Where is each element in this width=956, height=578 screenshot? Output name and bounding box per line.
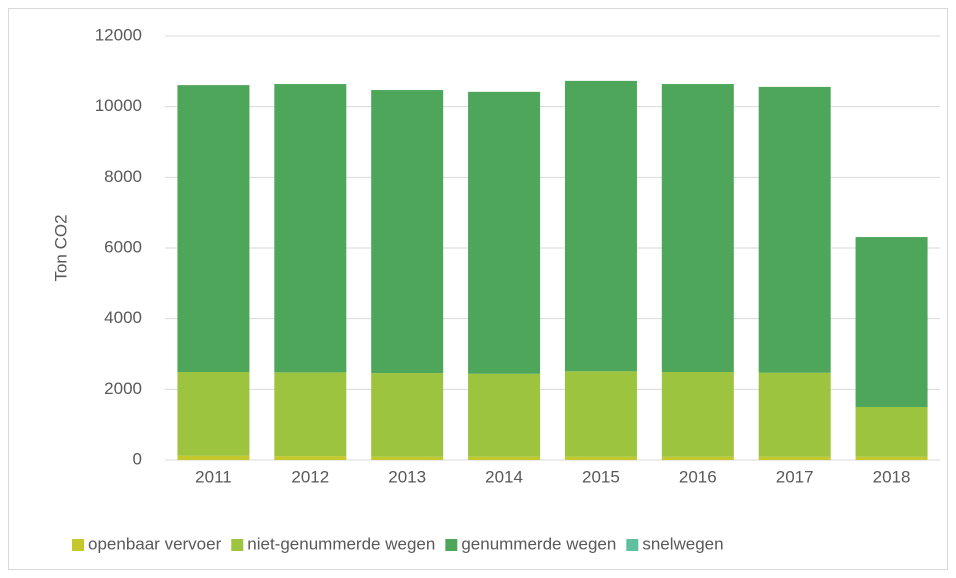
x-tick-label: 2017: [776, 467, 814, 486]
y-tick-label: 10000: [95, 96, 142, 115]
bar-segment: [661, 372, 734, 457]
x-tick-label: 2012: [291, 467, 329, 486]
y-axis-title: Ton CO2: [51, 214, 70, 281]
bar-segment: [468, 373, 541, 457]
bar-segment: [855, 237, 928, 407]
x-tick-label: 2014: [485, 467, 523, 486]
y-tick-label: 6000: [104, 237, 142, 256]
bar-segment: [758, 372, 831, 457]
bar-segment: [177, 455, 250, 460]
legend-swatch: [72, 539, 84, 551]
bar-segment: [855, 456, 928, 460]
y-tick-label: 8000: [104, 167, 142, 186]
bar-segment: [274, 84, 347, 373]
y-tick-label: 12000: [95, 25, 142, 44]
bar-segment: [661, 456, 734, 460]
bar-segment: [468, 456, 541, 460]
bar-segment: [177, 372, 250, 456]
bar-segment: [661, 84, 734, 373]
bar-segment: [758, 86, 831, 373]
y-tick-label: 0: [133, 449, 142, 468]
x-tick-label: 2011: [195, 467, 232, 486]
legend-label: snelwegen: [642, 534, 723, 553]
bar-segment: [468, 91, 541, 374]
legend-swatch: [231, 539, 244, 551]
legend-label: genummerde wegen: [461, 534, 616, 553]
x-tick-label: 2015: [582, 467, 620, 486]
legend-label: niet-genummerde wegen: [247, 534, 435, 553]
bar-segment: [371, 373, 444, 457]
bar-segment: [564, 80, 637, 372]
bar-segment: [371, 90, 444, 374]
bar-segment: [758, 456, 831, 460]
bar-segment: [371, 456, 444, 460]
legend-label: openbaar vervoer: [88, 534, 222, 553]
legend-swatch: [626, 539, 639, 551]
bar-segment: [274, 372, 347, 457]
x-tick-label: 2013: [388, 467, 426, 486]
bar-segment: [855, 407, 928, 457]
bar-segment: [564, 456, 637, 460]
y-tick-label: 4000: [104, 308, 142, 327]
bar-segment: [564, 371, 637, 457]
bar-segment: [177, 85, 250, 373]
y-tick-label: 2000: [104, 379, 142, 398]
bar-segment: [274, 456, 347, 460]
x-tick-label: 2018: [873, 467, 911, 486]
legend-swatch: [445, 539, 458, 551]
x-tick-label: 2016: [679, 467, 717, 486]
